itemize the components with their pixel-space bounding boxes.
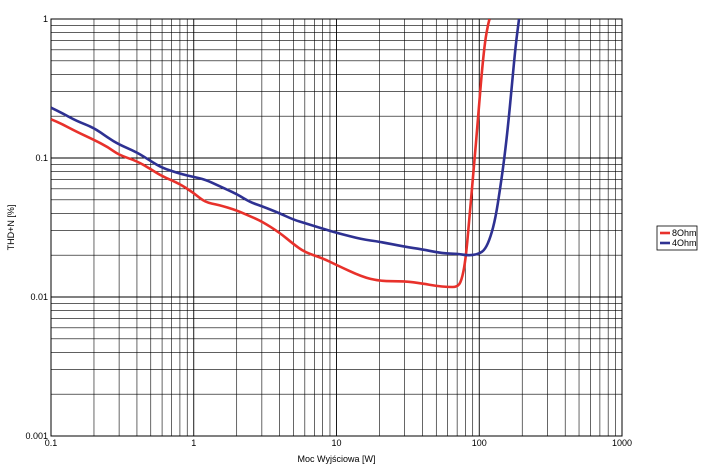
x-tick-label: 1000 bbox=[612, 438, 632, 448]
y-tick-label: 0.001 bbox=[25, 431, 48, 441]
legend-box bbox=[656, 225, 698, 251]
plot-frame bbox=[50, 18, 623, 437]
x-tick-label: 1 bbox=[191, 438, 196, 448]
series-layer bbox=[51, 19, 521, 289]
y-tick-label: 1 bbox=[43, 14, 48, 24]
grid-lines bbox=[50, 19, 622, 437]
x-tick-label: 0.1 bbox=[45, 438, 58, 448]
legend-label-4ohm: 4Ohm bbox=[672, 238, 697, 248]
x-tick-label: 10 bbox=[331, 438, 341, 448]
series-line-8ohm bbox=[51, 19, 491, 289]
y-axis-label: THD+N [%] bbox=[6, 205, 16, 251]
legend-label-8ohm: 8Ohm bbox=[672, 228, 697, 238]
y-tick-label: 0.1 bbox=[35, 153, 48, 163]
y-tick-label: 0.01 bbox=[30, 292, 48, 302]
x-axis-label: Moc Wyjściowa [W] bbox=[298, 454, 376, 464]
series-line-4ohm bbox=[51, 19, 521, 257]
tick-labels: 0.1 1 10 100 1000 0.001 0.01 0.1 1 bbox=[25, 14, 632, 448]
x-tick-label: 100 bbox=[472, 438, 487, 448]
